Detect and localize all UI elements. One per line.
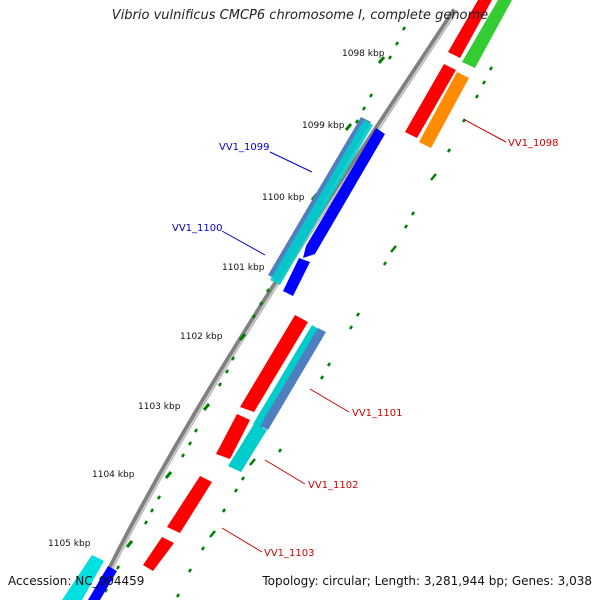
gene-red-top-a[interactable] xyxy=(448,0,492,58)
gene-label-vv1-1101[interactable]: VV1_1101 xyxy=(352,408,403,419)
pointer-vv1-1098 xyxy=(464,119,507,143)
pointer-vv1-1102 xyxy=(264,459,306,485)
chromosome-backbone-highlight xyxy=(96,9,458,601)
gene-label-vv1-1100[interactable]: VV1_1100 xyxy=(172,223,223,234)
tick-label: 1099 kbp xyxy=(302,121,345,131)
gene-vv1-1102-cyan[interactable] xyxy=(228,424,267,472)
gene-vv1-1099-cyan[interactable] xyxy=(270,120,373,285)
gene-vv1-1098-orange[interactable] xyxy=(419,72,469,148)
gene-vv1-1101-red[interactable] xyxy=(240,315,308,412)
gene-vv1-1101-steel[interactable] xyxy=(260,328,326,430)
accession-text: Accession: NC_004459 xyxy=(8,574,145,588)
tick-label: 1105 kbp xyxy=(48,539,91,549)
inner-tick-dots xyxy=(175,66,494,598)
tick-label: 1098 kbp xyxy=(342,49,385,59)
genome-summary-text: Topology: circular; Length: 3,281,944 bp… xyxy=(262,574,592,588)
chromosome-backbone xyxy=(92,8,458,602)
tick-label: 1101 kbp xyxy=(222,263,265,273)
outer-tick-dots xyxy=(103,26,407,593)
gene-vv1-1101-cyan[interactable] xyxy=(253,325,320,429)
pointer-vv1-1099 xyxy=(269,151,313,173)
gene-vv1-1098-red[interactable] xyxy=(405,64,456,138)
gene-bottom-blue[interactable] xyxy=(88,566,117,600)
gene-label-vv1-1099[interactable]: VV1_1099 xyxy=(219,142,270,153)
pointer-vv1-1101 xyxy=(309,388,350,413)
gene-label-vv1-1102[interactable]: VV1_1102 xyxy=(308,480,359,491)
gene-vv1-1102-red[interactable] xyxy=(216,414,250,459)
gene-vv1-1103-a[interactable] xyxy=(167,476,212,533)
map-title: Vibrio vulnificus CMCP6 chromosome I, co… xyxy=(111,8,489,23)
pointer-vv1-1100 xyxy=(221,230,266,256)
tick-label: 1104 kbp xyxy=(92,470,135,480)
gene-label-vv1-1103[interactable]: VV1_1103 xyxy=(264,548,315,559)
tick-label: 1102 kbp xyxy=(180,332,223,342)
gene-vv1-1103-b[interactable] xyxy=(143,537,174,571)
gene-bottom-cyan[interactable] xyxy=(62,555,104,600)
pointer-vv1-1103 xyxy=(221,527,263,553)
gene-vv1-1100-blue[interactable] xyxy=(303,128,385,258)
tick-label: 1103 kbp xyxy=(138,402,181,412)
gene-label-vv1-1098[interactable]: VV1_1098 xyxy=(508,138,559,149)
gene-green-top[interactable] xyxy=(462,0,512,68)
major-tick-marks xyxy=(125,56,386,548)
tick-label: 1100 kbp xyxy=(262,193,305,203)
gene-vv1-1100-blue-b[interactable] xyxy=(283,258,310,296)
